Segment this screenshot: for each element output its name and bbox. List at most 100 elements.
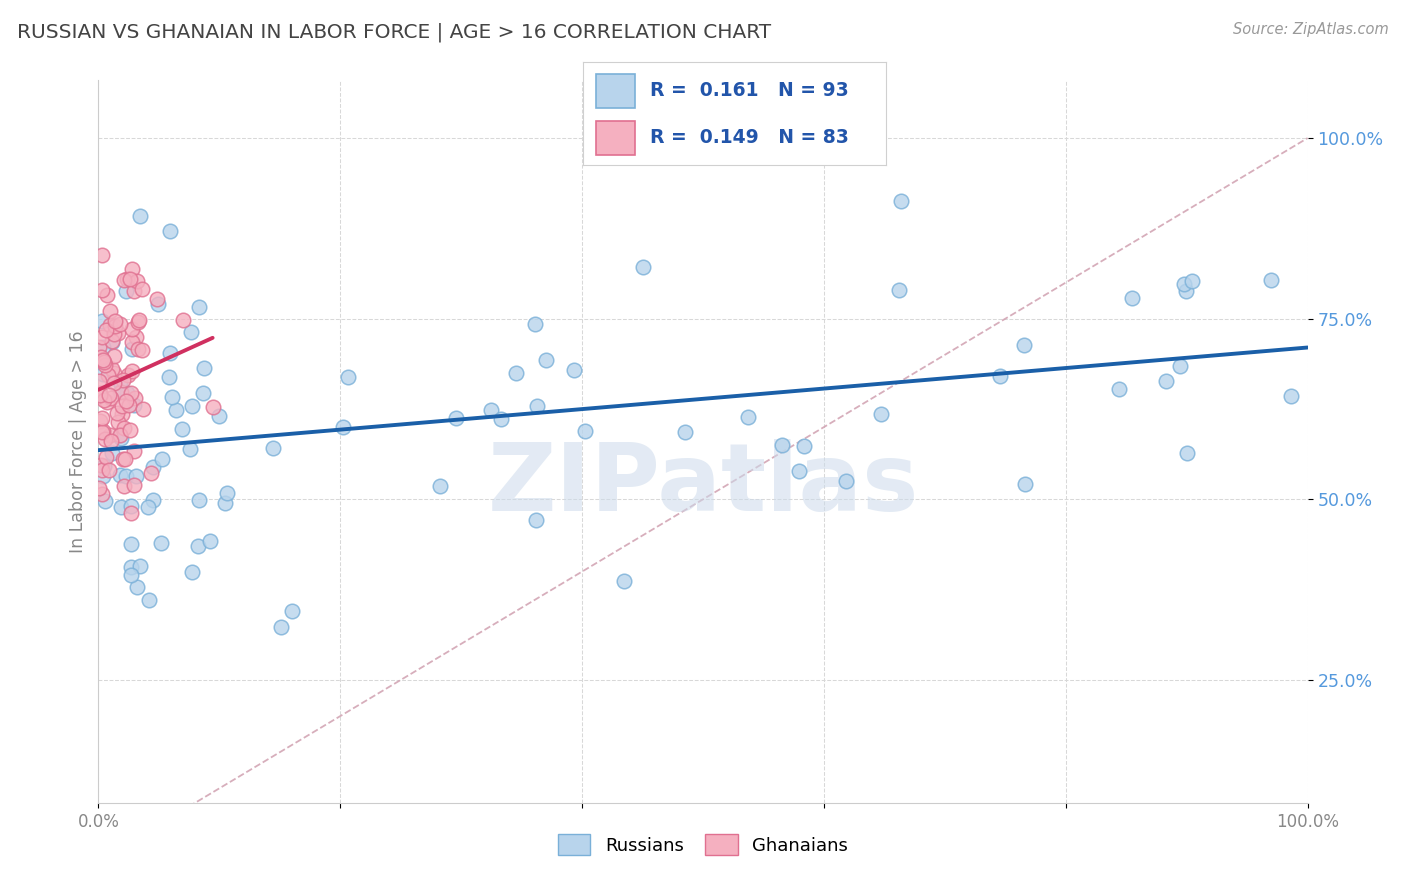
Point — [125, 469, 148, 483]
Point — [141, 466, 163, 480]
Point — [103, 327, 125, 342]
Point — [793, 439, 815, 453]
Point — [562, 363, 585, 377]
Point — [117, 368, 139, 382]
Point — [489, 412, 512, 426]
Point — [523, 318, 546, 332]
Point — [100, 391, 122, 405]
Point — [87, 375, 110, 389]
Point — [107, 415, 129, 429]
Point — [91, 283, 114, 297]
Point — [534, 352, 557, 367]
Point — [89, 414, 111, 428]
Point — [142, 459, 165, 474]
Point — [127, 315, 149, 329]
Point — [631, 260, 654, 274]
Point — [479, 403, 502, 417]
Point — [100, 445, 122, 459]
Point — [120, 423, 142, 437]
Point — [444, 411, 467, 425]
Point — [128, 559, 150, 574]
Point — [1121, 291, 1143, 305]
Point — [114, 394, 136, 409]
Point — [94, 358, 117, 372]
Point — [115, 469, 138, 483]
Point — [270, 620, 292, 634]
Text: Source: ZipAtlas.com: Source: ZipAtlas.com — [1233, 22, 1389, 37]
Point — [111, 373, 134, 387]
Point — [87, 481, 110, 495]
Point — [121, 262, 143, 277]
Point — [90, 410, 112, 425]
Point — [1173, 277, 1195, 292]
Point — [91, 463, 114, 477]
Point — [217, 486, 239, 500]
Point — [142, 492, 165, 507]
Point — [150, 452, 173, 467]
Point — [787, 464, 810, 478]
Point — [103, 376, 125, 391]
Point — [90, 350, 112, 364]
Point — [770, 438, 793, 452]
Point — [121, 322, 143, 336]
Point — [105, 406, 128, 420]
Point — [1181, 274, 1204, 288]
Point — [1177, 446, 1199, 460]
Point — [111, 399, 134, 413]
Point — [98, 318, 121, 333]
Point — [150, 536, 173, 550]
Point — [93, 354, 115, 368]
Point — [1175, 285, 1198, 299]
Point — [125, 580, 148, 594]
Text: ZIPatlas: ZIPatlas — [488, 439, 918, 531]
Point — [890, 194, 912, 209]
Point — [1154, 374, 1177, 388]
Point — [108, 375, 131, 389]
Point — [93, 432, 115, 446]
Point — [100, 434, 122, 449]
Point — [188, 300, 211, 314]
Point — [91, 367, 114, 381]
Point — [120, 272, 142, 286]
Point — [187, 539, 209, 553]
Point — [120, 537, 142, 551]
Point — [162, 390, 184, 404]
Point — [146, 293, 169, 307]
Point — [990, 369, 1012, 384]
Point — [122, 284, 145, 298]
Point — [90, 248, 112, 262]
Point — [120, 506, 142, 520]
Point — [505, 367, 527, 381]
Point — [200, 534, 222, 549]
Point — [124, 391, 146, 405]
Legend: Russians, Ghanaians: Russians, Ghanaians — [551, 827, 855, 863]
Point — [87, 340, 110, 354]
Point — [101, 362, 124, 376]
Point — [208, 409, 231, 424]
Point — [181, 399, 204, 413]
Point — [131, 402, 153, 417]
Text: R =  0.149   N = 83: R = 0.149 N = 83 — [650, 128, 849, 147]
Point — [98, 388, 121, 402]
Point — [90, 458, 112, 472]
Point — [180, 325, 202, 339]
Point — [91, 330, 114, 344]
Point — [90, 486, 112, 500]
Point — [108, 318, 131, 332]
Point — [159, 224, 181, 238]
Point — [146, 296, 169, 310]
Point — [115, 285, 138, 299]
Point — [108, 385, 131, 400]
Point — [97, 368, 120, 382]
Point — [157, 369, 180, 384]
Point — [89, 386, 111, 401]
Point — [94, 493, 117, 508]
Point — [1168, 359, 1191, 374]
Point — [121, 364, 143, 378]
Point — [120, 568, 142, 582]
Bar — [596, 74, 636, 108]
Point — [281, 603, 304, 617]
Point — [526, 400, 548, 414]
Point — [870, 407, 893, 421]
Point — [108, 428, 131, 442]
